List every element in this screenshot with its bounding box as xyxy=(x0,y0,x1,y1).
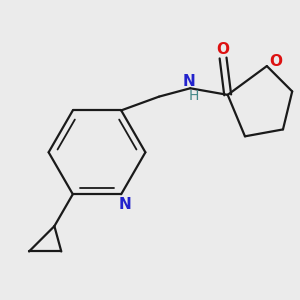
Text: N: N xyxy=(118,197,131,212)
Text: O: O xyxy=(270,54,283,69)
Text: N: N xyxy=(183,74,196,89)
Text: H: H xyxy=(188,89,199,103)
Text: O: O xyxy=(217,42,230,57)
